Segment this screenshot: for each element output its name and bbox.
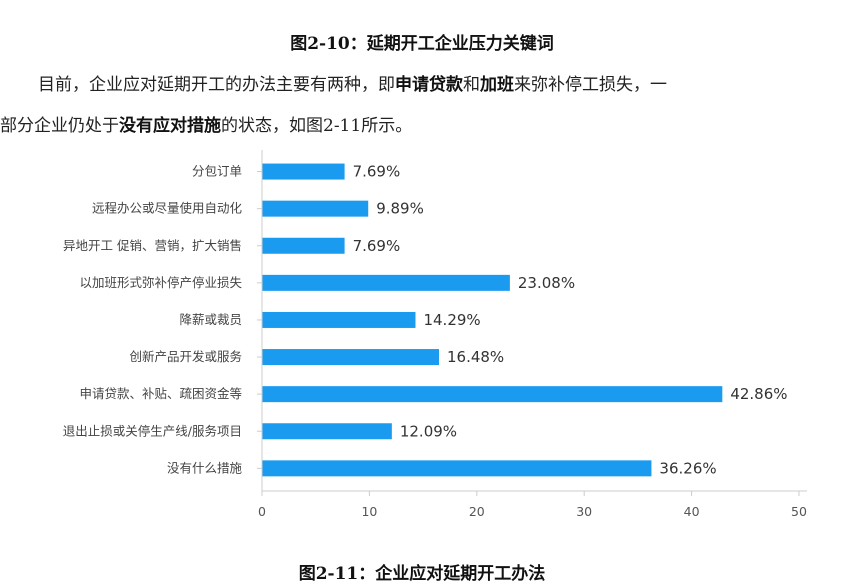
data-label: 9.89% xyxy=(376,200,424,218)
bar xyxy=(262,311,416,328)
bar xyxy=(262,386,723,403)
x-tick-label: 50 xyxy=(791,504,807,519)
category-label: 退出止损或关停生产线/服务项目 xyxy=(63,423,242,438)
bar-chart: 分包订单 7.69% 远程办公或尽量使用自动化 9.89% 异地开工 促销、营销，扩大销… xyxy=(63,150,807,519)
x-tick-label: 30 xyxy=(576,504,592,519)
bars-layer: 分包订单 7.69% 远程办公或尽量使用自动化 9.89% 异地开工 促销、营销，扩大销… xyxy=(63,163,788,478)
data-label: 7.69% xyxy=(353,163,401,181)
bar xyxy=(262,423,392,440)
data-label: 16.48% xyxy=(447,348,504,366)
paragraph-bold-text: 加班 xyxy=(480,75,514,95)
category-label: 降薪或裁员 xyxy=(179,312,242,327)
data-label: 36.26% xyxy=(659,459,716,477)
data-label: 42.86% xyxy=(730,385,787,403)
paragraph-line-1: 目前，企业应对延期开工的办法主要有两种，即申请贷款和加班来弥补停工损失，一 xyxy=(0,70,844,95)
category-label: 没有什么措施 xyxy=(167,460,243,475)
category-label: 以加班形式弥补停产停业损失 xyxy=(79,275,242,290)
paragraph-text: 部分企业仍处于 xyxy=(0,116,119,136)
paragraph-line-2: 部分企业仍处于没有应对措施的状态，如图2-11所示。 xyxy=(0,111,844,136)
x-tick-label: 10 xyxy=(361,504,377,519)
paragraph-text: 的状态，如图2-11所示。 xyxy=(221,116,413,136)
paragraph-text: 和 xyxy=(463,75,480,95)
data-label: 12.09% xyxy=(400,422,457,440)
bar xyxy=(262,237,345,254)
bar xyxy=(262,274,510,291)
figure-title-bottom: 图2-11：企业应对延期开工办法 xyxy=(298,564,546,584)
bar xyxy=(262,163,345,180)
x-tick-label: 0 xyxy=(258,504,266,519)
paragraph-text: 来弥补停工损失，一 xyxy=(514,75,667,95)
x-tick-label: 20 xyxy=(469,504,485,519)
category-label: 申请贷款、补贴、疏困资金等 xyxy=(79,386,242,401)
figure-title-top: 图2-10：延期开工企业压力关键词 xyxy=(290,34,554,54)
data-label: 14.29% xyxy=(423,311,480,329)
category-label: 分包订单 xyxy=(192,164,242,179)
category-label: 创新产品开发或服务 xyxy=(129,349,242,364)
category-label: 远程办公或尽量使用自动化 xyxy=(92,201,243,216)
bar xyxy=(262,460,652,477)
bar xyxy=(262,349,439,366)
data-label: 23.08% xyxy=(518,274,575,292)
category-label: 异地开工 促销、营销，扩大销售 xyxy=(63,238,242,253)
paragraph-bold-text: 申请贷款 xyxy=(395,75,463,95)
data-label: 7.69% xyxy=(353,237,401,255)
paragraph-text: 目前，企业应对延期开工的办法主要有两种，即 xyxy=(38,75,395,95)
x-ticks-layer: 0 10 20 30 40 50 xyxy=(258,491,807,519)
paragraph-bold-text: 没有应对措施 xyxy=(119,116,221,136)
x-tick-label: 40 xyxy=(684,504,700,519)
bar xyxy=(262,200,369,217)
